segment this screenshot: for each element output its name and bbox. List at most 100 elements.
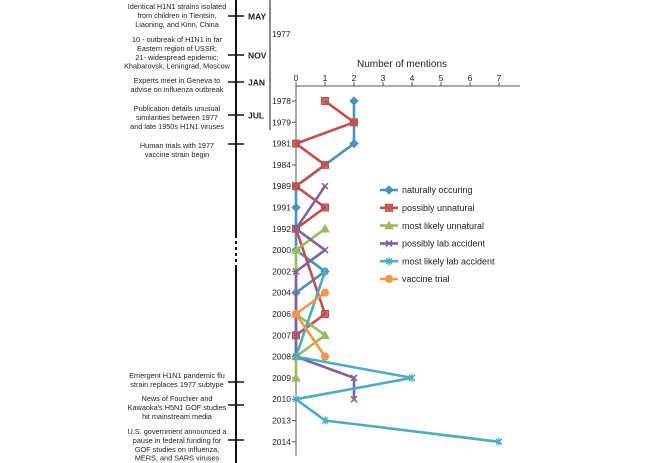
diamond-marker (349, 96, 359, 106)
legend-label: naturally occuring (402, 185, 473, 195)
x-tick-label: 2 (352, 73, 357, 83)
circle-marker (320, 352, 330, 361)
event-text: Human trials with 1977 (140, 141, 214, 150)
x-tick-label: 4 (410, 73, 415, 83)
square-marker (321, 160, 329, 169)
series-vaccine-trial (291, 288, 330, 361)
year-tick-label: 2002 (272, 266, 291, 276)
star-marker (408, 373, 416, 382)
triangle-marker (291, 245, 301, 254)
event-text: vaccine strain begin (145, 150, 210, 159)
event-text: News of Fouchier and (142, 394, 213, 403)
square-marker (385, 203, 393, 212)
square-marker (321, 97, 329, 105)
legend: naturally occuring possibly unnatural most… (380, 185, 495, 284)
legend-label: most likely lab accident (402, 256, 495, 266)
star-marker (292, 352, 300, 361)
year-tick-label: 1981 (272, 139, 291, 149)
event-text: 21- widespread epidemic; (135, 53, 218, 62)
star-marker (292, 395, 300, 404)
event-text: Liaoning, and Kirin, China (135, 20, 220, 29)
event-text: U.S. government announced a (128, 427, 228, 436)
event-text: Experts meet in Geneva to (134, 76, 220, 85)
year-tick-label: 1991 (272, 203, 291, 213)
legend-label: most likely unnatural (402, 221, 484, 231)
year-tick-label: 2014 (272, 437, 291, 447)
legend-label: possibly lab accident (402, 239, 486, 249)
circle-marker (320, 288, 330, 297)
x-tick-label: 0 (294, 73, 299, 83)
diamond-marker (291, 202, 301, 213)
event-text: 10 - outbreak of H1N1 in far (132, 35, 223, 44)
square-marker (292, 182, 300, 191)
event-text: and late 1950s H1N1 viruses (130, 122, 224, 131)
x-tick-label: 5 (439, 73, 444, 83)
square-marker (321, 203, 329, 212)
triangle-marker (291, 372, 301, 382)
year-tick-label: 2000 (272, 245, 291, 255)
event-text: Identical H1N1 strains isolated (128, 2, 227, 11)
x-marker (321, 246, 329, 254)
star-marker (495, 437, 503, 446)
event-text: MERS, and SARS viruses (135, 454, 220, 463)
circle-marker (384, 274, 394, 284)
year-tick-label: 1979 (272, 117, 291, 127)
series-most-likely-lab-accident (292, 267, 503, 446)
year-tick-label: 1992 (272, 224, 291, 234)
star-marker (321, 267, 329, 276)
event-text: hit mainstream media (142, 412, 213, 421)
event-text: GOF studies on influenza, (135, 445, 219, 454)
x-marker (292, 225, 300, 233)
year-tick-label: 2006 (272, 309, 291, 319)
month-label: JAN (248, 78, 265, 88)
x-marker (350, 374, 358, 382)
event-text: Emergent H1N1 pandemic flu (129, 371, 225, 380)
diamond-marker (384, 185, 394, 195)
diamond-marker (349, 138, 359, 149)
square-marker (292, 139, 300, 148)
x-marker (350, 395, 358, 403)
month-label: JUL (248, 111, 264, 121)
x-tick-label: 1 (323, 73, 328, 83)
star-marker (385, 257, 393, 266)
year-tick-label: 1989 (272, 181, 291, 191)
year-label: 1977 (272, 29, 291, 39)
event-text: advise on influenza outbreak (131, 85, 224, 94)
circle-marker (291, 309, 301, 319)
event-text: from children in Tientsin, (137, 11, 216, 20)
legend-label: possibly unnatural (402, 203, 475, 213)
mentions-chart: Number of mentions 0 1 2 3 4 5 6 7 1978 1979 1981 1… (272, 59, 520, 456)
year-tick-label: 2004 (272, 288, 291, 298)
event-timeline: 1977 MAY NOV JAN JUL Identical H1N1 strains i… (124, 0, 291, 463)
x-axis-title: Number of mentions (357, 59, 447, 70)
x-tick-label: 6 (468, 73, 473, 83)
year-tick-label: 2013 (272, 416, 291, 426)
event-text: pause in federal funding for (133, 436, 222, 445)
x-tick-label: 7 (497, 73, 502, 83)
triangle-marker (320, 330, 330, 339)
year-tick-label: 2007 (272, 330, 291, 340)
x-marker (292, 267, 300, 275)
year-tick-label: 2008 (272, 352, 291, 362)
x-marker (321, 182, 329, 190)
triangle-marker (320, 223, 330, 233)
legend-label: vaccine trial (402, 274, 450, 284)
series-line (294, 270, 500, 444)
x-tick-label: 3 (381, 73, 386, 83)
month-label: NOV (248, 51, 267, 61)
square-marker (321, 310, 329, 318)
triangle-marker (384, 220, 394, 230)
year-tick-label: 2010 (272, 394, 291, 404)
x-marker (385, 239, 393, 247)
year-tick-label: 2009 (272, 373, 291, 383)
star-marker (321, 416, 329, 425)
event-text: Publication details unusual (134, 104, 221, 113)
event-text: Eastern region of USSR; (137, 44, 217, 53)
year-tick-label: 1984 (272, 160, 291, 170)
month-label: MAY (248, 12, 266, 22)
event-text: similarities between 1977 (136, 113, 218, 122)
event-text: Kawaoka's H5N1 GOF studies (128, 403, 227, 412)
square-marker (350, 118, 358, 127)
event-text: strain replaces 1977 subtype (130, 380, 223, 389)
